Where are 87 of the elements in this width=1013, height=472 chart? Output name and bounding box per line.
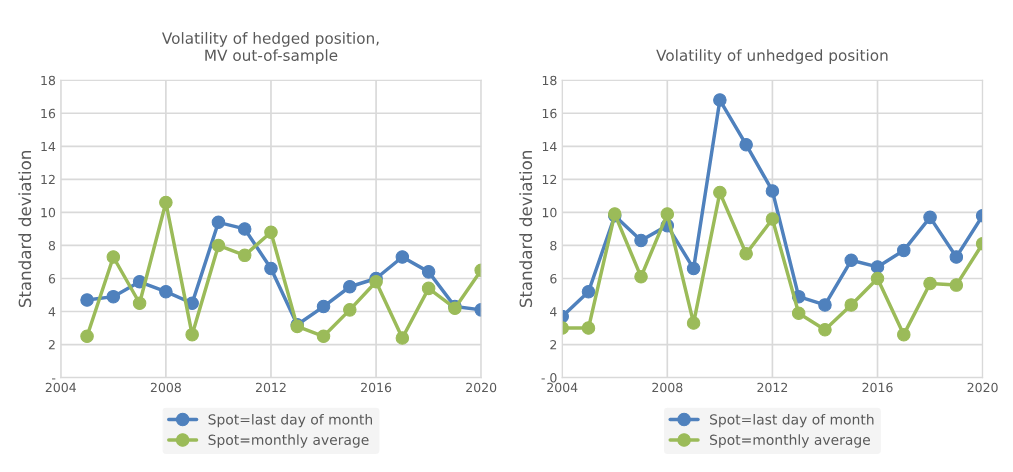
y-tick-label: 14 [542,141,557,152]
point [844,298,859,312]
point [343,303,357,317]
legend-label: Spot=monthly average [710,434,870,448]
y-axis-title: Standard deviation [18,151,32,308]
point [395,250,410,264]
point [237,248,252,263]
y-tick-label: 14 [41,141,56,152]
x-tick-label: 2016 [862,382,893,393]
point [264,225,278,239]
y-tick-label: 18 [41,75,56,86]
point [185,327,199,342]
point [421,265,436,279]
point [870,271,885,286]
point [739,246,753,261]
point [739,137,753,152]
point [211,238,226,253]
x-tick-label: 2012 [255,382,286,393]
point [237,222,252,236]
y-tick-label: 16 [542,108,557,119]
legend-label: Spot=monthly average [208,434,369,448]
legend-label: Spot=last day of month [208,413,372,428]
point [80,293,94,307]
point [581,284,596,299]
x-tick-label: 2012 [757,382,788,393]
point [159,284,173,299]
y-tick-label: 6 [48,273,56,284]
point [949,278,964,292]
y-tick-label: 10 [41,207,56,218]
point [844,253,859,268]
point [686,316,701,330]
y-tick-label: 2 [550,340,557,350]
x-tick-label: 2016 [361,382,392,393]
point [106,250,121,264]
point [791,306,806,320]
point [660,207,675,221]
y-tick-label: 18 [542,75,557,86]
point [923,210,937,225]
point [897,243,911,258]
point [713,185,727,200]
y-tick-label: 10 [542,207,557,218]
point [870,260,885,274]
point [634,233,648,248]
point [765,184,780,198]
chart-title: Volatility of unhedged position [656,49,888,64]
point [316,299,331,314]
point [765,212,780,226]
point [106,289,121,304]
y-tick-label: 4 [550,307,557,317]
point [818,322,832,337]
point [80,329,94,344]
x-tick-label: 2020 [967,382,998,393]
y-tick-label: - [52,378,56,380]
x-tick-label: 2008 [150,382,181,393]
point [132,296,147,311]
point [686,261,701,276]
x-tick-label: 2020 [466,382,497,393]
point [264,261,278,276]
y-tick-label: 6 [550,273,557,284]
point [211,215,226,230]
y-tick-label: 2 [48,340,55,350]
y-tick-label: 4 [48,307,56,317]
point [369,275,383,289]
point [395,331,410,345]
point [897,327,911,342]
point [316,329,331,344]
point [949,250,964,264]
x-tick-label: 2008 [652,382,683,393]
point [713,93,727,107]
x-tick-label: 2004 [547,382,578,393]
y-axis-title: Standard deviation [519,151,533,308]
y-tick-label: 16 [41,108,56,119]
x-tick-label: 2004 [45,382,76,393]
point [421,281,436,296]
point [634,270,648,284]
y-tick-label: 8 [550,240,557,251]
point [581,321,596,335]
point [159,195,173,210]
y-tick-label: 8 [48,240,56,251]
y-tick-label: - 0 [541,373,557,383]
point [923,276,937,291]
point [343,279,357,294]
y-tick-label: 12 [41,174,55,185]
legend-label: Spot=last day of month [710,413,874,428]
y-tick-label: 12 [542,174,557,185]
point [818,298,832,312]
chart-title: Volatility of hedged position, MV out-of-sample [161,32,379,64]
